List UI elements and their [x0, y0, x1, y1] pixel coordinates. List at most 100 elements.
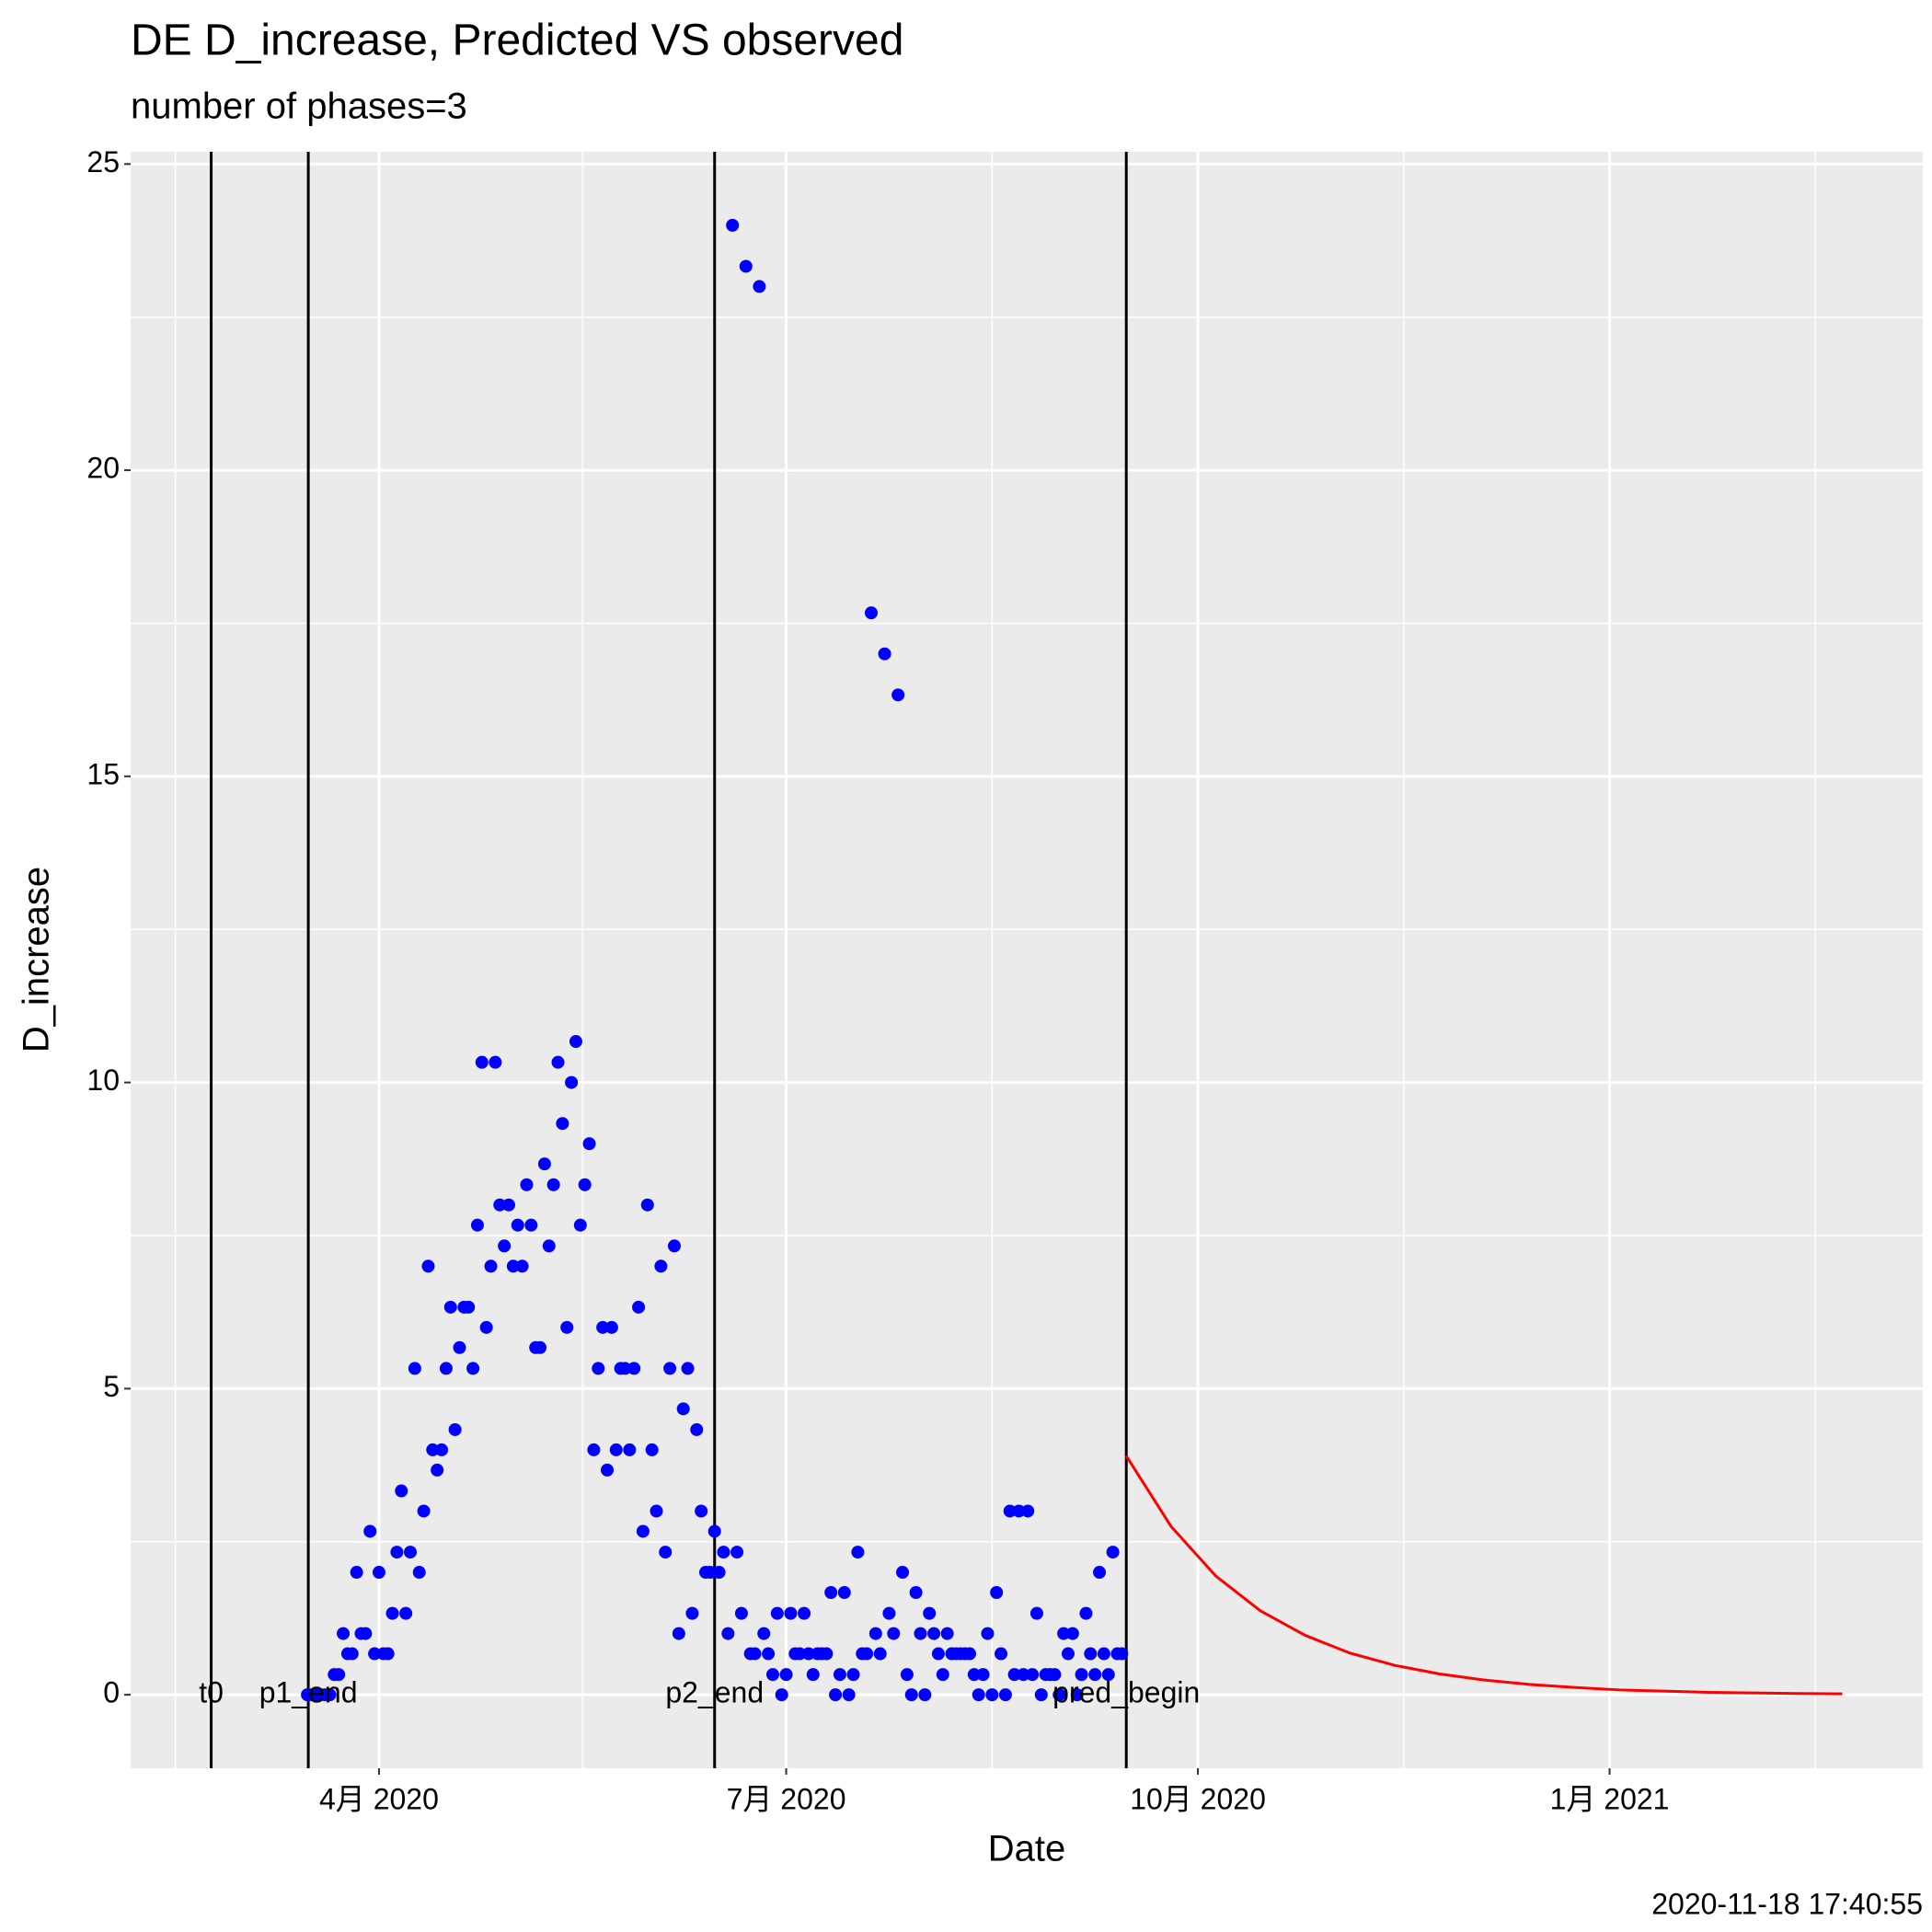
- point: [676, 1402, 690, 1416]
- point: [345, 1647, 359, 1661]
- point: [753, 280, 766, 293]
- point: [560, 1320, 574, 1334]
- point: [475, 1055, 489, 1069]
- phase-label: t0: [199, 1676, 224, 1709]
- point: [748, 1647, 762, 1661]
- point: [707, 1524, 721, 1538]
- point: [833, 1668, 846, 1682]
- point: [421, 1259, 435, 1273]
- point: [435, 1443, 449, 1456]
- point: [534, 1340, 547, 1354]
- point: [775, 1688, 788, 1702]
- point: [829, 1688, 843, 1702]
- point: [520, 1178, 534, 1191]
- x-axis-title: Date: [988, 1829, 1066, 1869]
- point: [337, 1627, 351, 1640]
- point: [793, 1647, 807, 1661]
- point: [896, 1566, 910, 1580]
- point: [1034, 1688, 1048, 1702]
- point: [363, 1524, 377, 1538]
- point: [466, 1362, 480, 1375]
- point: [592, 1362, 605, 1375]
- point: [627, 1362, 641, 1375]
- point: [998, 1688, 1012, 1702]
- point: [784, 1606, 798, 1620]
- point: [395, 1484, 408, 1498]
- point: [569, 1035, 582, 1049]
- point: [721, 1627, 735, 1640]
- point: [739, 259, 753, 273]
- point: [654, 1259, 668, 1273]
- point: [609, 1443, 623, 1456]
- point: [381, 1647, 395, 1661]
- point: [685, 1606, 699, 1620]
- point: [801, 1647, 815, 1661]
- point: [587, 1443, 601, 1456]
- point: [672, 1627, 685, 1640]
- point: [578, 1178, 592, 1191]
- point: [878, 647, 891, 661]
- point: [873, 1647, 887, 1661]
- y-tick-label: 5: [103, 1370, 120, 1403]
- point: [1106, 1546, 1120, 1559]
- point: [632, 1300, 646, 1314]
- point: [1007, 1668, 1021, 1682]
- point: [645, 1443, 659, 1456]
- point: [976, 1668, 990, 1682]
- point: [936, 1668, 949, 1682]
- point: [417, 1504, 431, 1518]
- point: [962, 1647, 976, 1661]
- point: [806, 1668, 820, 1682]
- point: [779, 1668, 793, 1682]
- point: [390, 1546, 404, 1559]
- point: [995, 1647, 1008, 1661]
- point: [681, 1362, 695, 1375]
- chart-subtitle: number of phases=3: [131, 86, 467, 127]
- point: [511, 1218, 524, 1232]
- point: [757, 1627, 771, 1640]
- x-tick-label: 7月 2020: [727, 1782, 846, 1815]
- caption: 2020-11-18 17:40:55: [1651, 1887, 1923, 1920]
- point: [596, 1320, 610, 1334]
- y-tick-label: 10: [86, 1064, 120, 1097]
- point: [470, 1218, 484, 1232]
- point: [453, 1340, 466, 1354]
- point: [864, 606, 878, 620]
- point: [443, 1300, 457, 1314]
- point: [1084, 1647, 1098, 1661]
- point: [372, 1566, 385, 1580]
- point: [484, 1259, 498, 1273]
- point: [904, 1688, 918, 1702]
- point: [556, 1117, 569, 1131]
- point: [359, 1627, 373, 1640]
- point: [462, 1300, 476, 1314]
- x-tick-label: 1月 2021: [1550, 1782, 1670, 1815]
- point: [408, 1362, 421, 1375]
- point: [851, 1546, 865, 1559]
- point: [900, 1668, 914, 1682]
- point: [542, 1239, 556, 1253]
- point: [663, 1362, 677, 1375]
- point: [601, 1463, 615, 1477]
- point: [860, 1647, 874, 1661]
- point: [846, 1668, 860, 1682]
- point: [820, 1647, 834, 1661]
- point: [1093, 1566, 1107, 1580]
- point: [565, 1075, 579, 1089]
- y-tick-label: 15: [86, 757, 120, 790]
- point: [479, 1320, 493, 1334]
- point: [730, 1546, 744, 1559]
- point: [985, 1688, 999, 1702]
- point: [967, 1668, 981, 1682]
- point: [1065, 1627, 1079, 1640]
- point: [1021, 1504, 1035, 1518]
- point: [798, 1606, 811, 1620]
- point: [403, 1546, 417, 1559]
- x-tick-label: 10月 2020: [1130, 1782, 1266, 1815]
- y-axis-title: D_increase: [17, 867, 57, 1052]
- y-tick-label: 0: [103, 1676, 120, 1709]
- point: [650, 1504, 663, 1518]
- point: [537, 1157, 551, 1171]
- point: [399, 1606, 413, 1620]
